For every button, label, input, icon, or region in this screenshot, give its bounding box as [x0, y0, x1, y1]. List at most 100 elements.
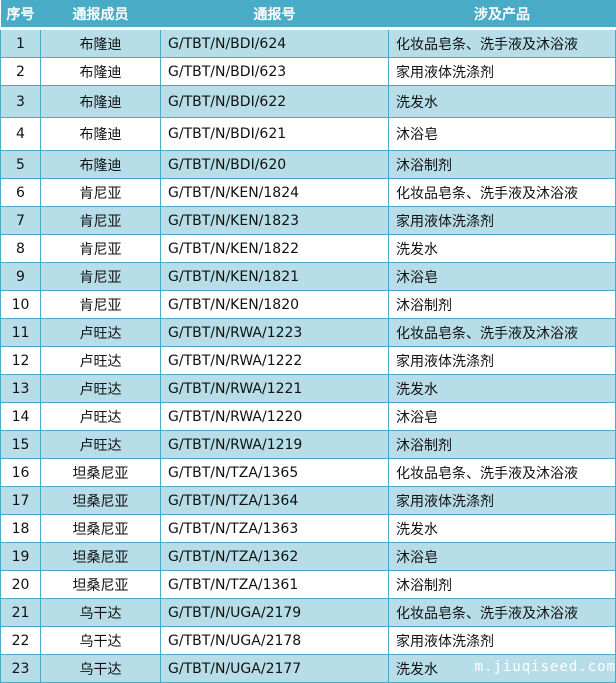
notification-number-cell: G/TBT/N/RWA/1220 [160, 402, 389, 431]
member-cell: 乌干达 [40, 626, 161, 655]
member-cell: 布隆迪 [40, 85, 161, 118]
table-row: 6 肯尼亚 G/TBT/N/KEN/1824 化妆品皂条、洗手液及沐浴液 [0, 178, 616, 207]
notification-number-cell: G/TBT/N/BDI/623 [160, 57, 389, 86]
table-row: 12 卢旺达 G/TBT/N/RWA/1222 家用液体洗涤剂 [0, 346, 616, 375]
notification-number-cell: G/TBT/N/KEN/1821 [160, 262, 389, 291]
table-row: 10 肯尼亚 G/TBT/N/KEN/1820 沐浴制剂 [0, 290, 616, 319]
row-number-cell: 11 [0, 318, 41, 347]
notification-number-cell: G/TBT/N/BDI/622 [160, 85, 389, 118]
member-cell: 肯尼亚 [40, 234, 161, 263]
row-number-cell: 1 [0, 28, 41, 58]
member-cell: 坦桑尼亚 [40, 458, 161, 487]
product-cell: 洗发水 [388, 514, 616, 543]
row-number-cell: 2 [0, 57, 41, 86]
row-number-cell: 5 [0, 150, 41, 179]
table-row: 9 肯尼亚 G/TBT/N/KEN/1821 沐浴皂 [0, 262, 616, 291]
row-number-cell: 20 [0, 570, 41, 599]
table-row: 5 布隆迪 G/TBT/N/BDI/620 沐浴制剂 [0, 150, 616, 179]
row-number-cell: 4 [0, 117, 41, 151]
row-number-cell: 16 [0, 458, 41, 487]
table-row: 8 肯尼亚 G/TBT/N/KEN/1822 洗发水 [0, 234, 616, 263]
member-cell: 布隆迪 [40, 117, 161, 151]
table-row: 19 坦桑尼亚 G/TBT/N/TZA/1362 沐浴皂 [0, 542, 616, 571]
table-row: 17 坦桑尼亚 G/TBT/N/TZA/1364 家用液体洗涤剂 [0, 486, 616, 515]
table-row: 14 卢旺达 G/TBT/N/RWA/1220 沐浴皂 [0, 402, 616, 431]
row-number-cell: 8 [0, 234, 41, 263]
table-row: 4 布隆迪 G/TBT/N/BDI/621 沐浴皂 [0, 117, 616, 151]
product-cell: 化妆品皂条、洗手液及沐浴液 [388, 28, 616, 58]
row-number-cell: 3 [0, 85, 41, 118]
member-cell: 布隆迪 [40, 57, 161, 86]
table-row: 21 乌干达 G/TBT/N/UGA/2179 化妆品皂条、洗手液及沐浴液 [0, 598, 616, 627]
product-cell: 家用液体洗涤剂 [388, 626, 616, 655]
table-row: 15 卢旺达 G/TBT/N/RWA/1219 沐浴制剂 [0, 430, 616, 459]
member-cell: 坦桑尼亚 [40, 542, 161, 571]
table-row: 22 乌干达 G/TBT/N/UGA/2178 家用液体洗涤剂 [0, 626, 616, 655]
header-cell: 通报号 [160, 0, 389, 30]
member-cell: 肯尼亚 [40, 290, 161, 319]
product-cell: 家用液体洗涤剂 [388, 486, 616, 515]
product-cell: 化妆品皂条、洗手液及沐浴液 [388, 178, 616, 207]
notification-number-cell: G/TBT/N/RWA/1221 [160, 374, 389, 403]
table-row: 18 坦桑尼亚 G/TBT/N/TZA/1363 洗发水 [0, 514, 616, 543]
notification-number-cell: G/TBT/N/RWA/1222 [160, 346, 389, 375]
watermark: m.jiuqiseed.com [474, 659, 616, 675]
product-cell: 洗发水 [388, 85, 616, 118]
product-cell: 沐浴皂 [388, 542, 616, 571]
notification-number-cell: G/TBT/N/KEN/1820 [160, 290, 389, 319]
table-row: 13 卢旺达 G/TBT/N/RWA/1221 洗发水 [0, 374, 616, 403]
row-number-cell: 14 [0, 402, 41, 431]
member-cell: 布隆迪 [40, 150, 161, 179]
row-number-cell: 6 [0, 178, 41, 207]
table-row: 23 乌干达 G/TBT/N/UGA/2177 洗发水 [0, 654, 616, 683]
notification-number-cell: G/TBT/N/BDI/621 [160, 117, 389, 151]
table-row: 11 卢旺达 G/TBT/N/RWA/1223 化妆品皂条、洗手液及沐浴液 [0, 318, 616, 347]
member-cell: 布隆迪 [40, 28, 161, 58]
member-cell: 坦桑尼亚 [40, 570, 161, 599]
product-cell: 洗发水 [388, 234, 616, 263]
product-cell: 沐浴皂 [388, 402, 616, 431]
notification-number-cell: G/TBT/N/TZA/1365 [160, 458, 389, 487]
notification-number-cell: G/TBT/N/RWA/1219 [160, 430, 389, 459]
row-number-cell: 23 [0, 654, 41, 683]
member-cell: 卢旺达 [40, 318, 161, 347]
notification-number-cell: G/TBT/N/UGA/2179 [160, 598, 389, 627]
row-number-cell: 9 [0, 262, 41, 291]
row-number-cell: 21 [0, 598, 41, 627]
header-cell: 通报成员 [40, 0, 161, 30]
member-cell: 乌干达 [40, 654, 161, 683]
product-cell: 化妆品皂条、洗手液及沐浴液 [388, 458, 616, 487]
notification-number-cell: G/TBT/N/KEN/1824 [160, 178, 389, 207]
product-cell: 沐浴制剂 [388, 290, 616, 319]
header-cell: 涉及产品 [388, 0, 616, 30]
product-cell: 洗发水 [388, 654, 616, 683]
product-cell: 家用液体洗涤剂 [388, 206, 616, 235]
table-row: 16 坦桑尼亚 G/TBT/N/TZA/1365 化妆品皂条、洗手液及沐浴液 [0, 458, 616, 487]
notification-number-cell: G/TBT/N/UGA/2177 [160, 654, 389, 683]
member-cell: 肯尼亚 [40, 206, 161, 235]
table-row: 3 布隆迪 G/TBT/N/BDI/622 洗发水 [0, 85, 616, 118]
product-cell: 化妆品皂条、洗手液及沐浴液 [388, 598, 616, 627]
header-row: 序号 通报成员 通报号 涉及产品 [0, 0, 616, 30]
notification-number-cell: G/TBT/N/TZA/1364 [160, 486, 389, 515]
row-number-cell: 10 [0, 290, 41, 319]
row-number-cell: 19 [0, 542, 41, 571]
member-cell: 坦桑尼亚 [40, 486, 161, 515]
row-number-cell: 18 [0, 514, 41, 543]
product-cell: 洗发水 [388, 374, 616, 403]
table-row: 20 坦桑尼亚 G/TBT/N/TZA/1361 沐浴制剂 [0, 570, 616, 599]
row-number-cell: 17 [0, 486, 41, 515]
notification-number-cell: G/TBT/N/BDI/620 [160, 150, 389, 179]
product-cell: 沐浴制剂 [388, 430, 616, 459]
row-number-cell: 13 [0, 374, 41, 403]
notification-number-cell: G/TBT/N/TZA/1362 [160, 542, 389, 571]
notification-number-cell: G/TBT/N/RWA/1223 [160, 318, 389, 347]
notification-number-cell: G/TBT/N/TZA/1361 [160, 570, 389, 599]
member-cell: 卢旺达 [40, 374, 161, 403]
row-number-cell: 22 [0, 626, 41, 655]
product-cell: 沐浴制剂 [388, 570, 616, 599]
header-cell: 序号 [0, 0, 41, 30]
table-row: 1 布隆迪 G/TBT/N/BDI/624 化妆品皂条、洗手液及沐浴液 [0, 28, 616, 58]
row-number-cell: 12 [0, 346, 41, 375]
